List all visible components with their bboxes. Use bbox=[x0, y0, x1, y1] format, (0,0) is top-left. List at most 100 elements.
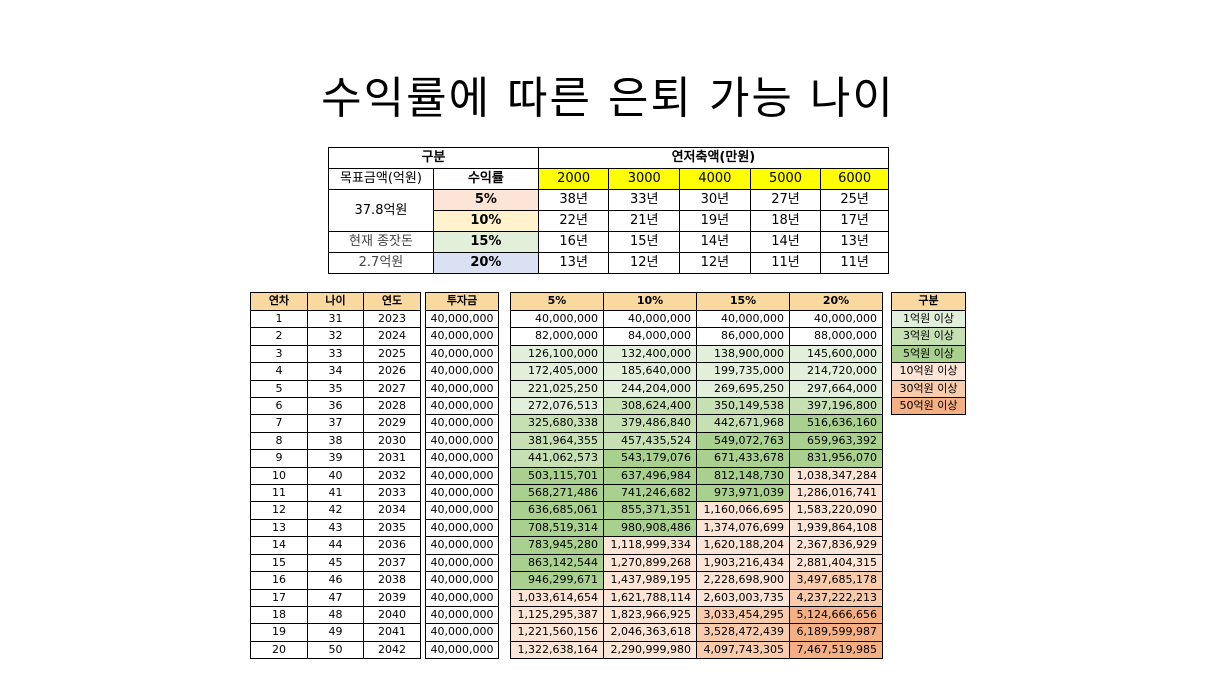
age-cell: 31 bbox=[307, 309, 364, 329]
year-cell: 2036 bbox=[363, 536, 421, 555]
balance-cell: 1,939,864,108 bbox=[789, 518, 883, 538]
legend-item: 30억원 이상 bbox=[891, 379, 966, 399]
legend-item: 50억원 이상 bbox=[891, 397, 966, 416]
balance-cell: 325,680,338 bbox=[510, 414, 604, 433]
years-cell: 33년 bbox=[608, 189, 681, 211]
balance-cell: 2,290,999,980 bbox=[603, 640, 697, 660]
table-row: 1,125,295,387 1,823,966,925 3,033,454,295 5… bbox=[510, 605, 883, 625]
table-row: 40,000,000 bbox=[425, 640, 499, 660]
investment-cell: 40,000,000 bbox=[425, 588, 499, 607]
year-cell: 2042 bbox=[363, 640, 421, 660]
current-seed-label: 현재 종잣돈 bbox=[328, 231, 434, 253]
header-legend: 구분 bbox=[891, 292, 966, 311]
year-number-cell: 6 bbox=[250, 397, 308, 416]
balance-cell: 636,685,061 bbox=[510, 501, 604, 520]
investment-cell: 40,000,000 bbox=[425, 362, 499, 381]
year-cell: 2037 bbox=[363, 553, 421, 573]
year-number-cell: 2 bbox=[250, 327, 308, 346]
year-cell: 2028 bbox=[363, 397, 421, 416]
balance-cell: 3,528,472,439 bbox=[696, 623, 790, 642]
savings-option: 3000 bbox=[608, 168, 681, 190]
year-cell: 2040 bbox=[363, 605, 421, 625]
balance-cell: 1,160,066,695 bbox=[696, 501, 790, 520]
table-row: 6 36 2028 bbox=[250, 397, 421, 416]
table-row: 40,000,000 bbox=[425, 414, 499, 433]
balance-cell: 86,000,000 bbox=[696, 327, 790, 346]
legend-item: 5억원 이상 bbox=[891, 344, 966, 364]
balance-cell: 297,664,000 bbox=[789, 379, 883, 399]
table-row: 4 34 2026 bbox=[250, 362, 421, 381]
balance-cell: 1,221,560,156 bbox=[510, 623, 604, 642]
year-number-cell: 1 bbox=[250, 309, 308, 329]
table-row: 16 46 2038 bbox=[250, 571, 421, 590]
table-row: 40,000,000 bbox=[425, 571, 499, 590]
investment-cell: 40,000,000 bbox=[425, 466, 499, 486]
years-cell: 17년 bbox=[820, 210, 889, 232]
balance-cell: 84,000,000 bbox=[603, 327, 697, 346]
table-row: 14 44 2036 bbox=[250, 536, 421, 555]
investment-cell: 40,000,000 bbox=[425, 397, 499, 416]
investment-cell: 40,000,000 bbox=[425, 501, 499, 520]
table-row: 40,000,000 bbox=[425, 623, 499, 642]
balance-cell: 549,072,763 bbox=[696, 431, 790, 451]
table-row: 17 47 2039 bbox=[250, 588, 421, 607]
balance-cell: 88,000,000 bbox=[789, 327, 883, 346]
years-cell: 12년 bbox=[608, 252, 681, 274]
age-cell: 38 bbox=[307, 431, 364, 451]
table-row: 13 43 2035 bbox=[250, 518, 421, 538]
table-row: 3 33 2025 bbox=[250, 344, 421, 364]
table-row: 568,271,486 741,246,682 973,971,039 1,286,0… bbox=[510, 484, 883, 503]
balance-cell: 126,100,000 bbox=[510, 344, 604, 364]
age-cell: 44 bbox=[307, 536, 364, 555]
legend-row: 3억원 이상 bbox=[891, 327, 966, 346]
age-cell: 37 bbox=[307, 414, 364, 433]
table-row: 1,322,638,164 2,290,999,980 4,097,743,305 7… bbox=[510, 640, 883, 660]
rate-label: 10% bbox=[432, 210, 539, 232]
balance-cell: 199,735,000 bbox=[696, 362, 790, 381]
balance-cell: 1,125,295,387 bbox=[510, 605, 604, 625]
age-cell: 43 bbox=[307, 518, 364, 538]
years-cell: 11년 bbox=[749, 252, 822, 274]
year-age-table: 연차 나이 연도 1 31 2023 2 32 2024 3 33 2025 4 34 2026 5 35… bbox=[250, 292, 421, 660]
header-annual-savings: 연저축액(만원) bbox=[537, 147, 890, 169]
target-amount-value: 37.8억원 bbox=[328, 189, 434, 232]
balance-cell: 5,124,666,656 bbox=[789, 605, 883, 625]
age-cell: 49 bbox=[307, 623, 364, 642]
years-cell: 18년 bbox=[749, 210, 822, 232]
balance-cell: 132,400,000 bbox=[603, 344, 697, 364]
investment-cell: 40,000,000 bbox=[425, 431, 499, 451]
year-number-cell: 13 bbox=[250, 518, 308, 538]
year-cell: 2041 bbox=[363, 623, 421, 642]
table-row: 40,000,000 bbox=[425, 327, 499, 346]
years-cell: 14년 bbox=[679, 231, 751, 253]
balance-cell: 40,000,000 bbox=[510, 309, 604, 329]
balance-cell: 741,246,682 bbox=[603, 484, 697, 503]
year-cell: 2026 bbox=[363, 362, 421, 381]
table-row: 18 48 2040 bbox=[250, 605, 421, 625]
year-number-cell: 5 bbox=[250, 379, 308, 399]
investment-cell: 40,000,000 bbox=[425, 623, 499, 642]
year-cell: 2033 bbox=[363, 484, 421, 503]
balance-cell: 172,405,000 bbox=[510, 362, 604, 381]
balance-cell: 442,671,968 bbox=[696, 414, 790, 433]
years-cell: 25년 bbox=[820, 189, 889, 211]
balance-cell: 3,497,685,178 bbox=[789, 571, 883, 590]
investment-cell: 40,000,000 bbox=[425, 518, 499, 538]
balance-cell: 7,467,519,985 bbox=[789, 640, 883, 660]
table-row: 441,062,573 543,179,076 671,433,678 831,956… bbox=[510, 449, 883, 468]
balance-cell: 40,000,000 bbox=[603, 309, 697, 329]
balance-cell: 40,000,000 bbox=[789, 309, 883, 329]
investment-cell: 40,000,000 bbox=[425, 571, 499, 590]
balance-cell: 637,496,984 bbox=[603, 466, 697, 486]
balance-cell: 1,038,347,284 bbox=[789, 466, 883, 486]
year-cell: 2039 bbox=[363, 588, 421, 607]
age-cell: 48 bbox=[307, 605, 364, 625]
header-rate: 10% bbox=[603, 292, 697, 311]
legend-item: 10억원 이상 bbox=[891, 362, 966, 381]
header-rate: 15% bbox=[696, 292, 790, 311]
age-cell: 36 bbox=[307, 397, 364, 416]
year-number-cell: 11 bbox=[250, 484, 308, 503]
table-row: 40,000,000 bbox=[425, 397, 499, 416]
growth-by-rate-table: 5% 10% 15% 20% 40,000,000 40,000,000 40,00… bbox=[510, 292, 883, 660]
year-number-cell: 10 bbox=[250, 466, 308, 486]
